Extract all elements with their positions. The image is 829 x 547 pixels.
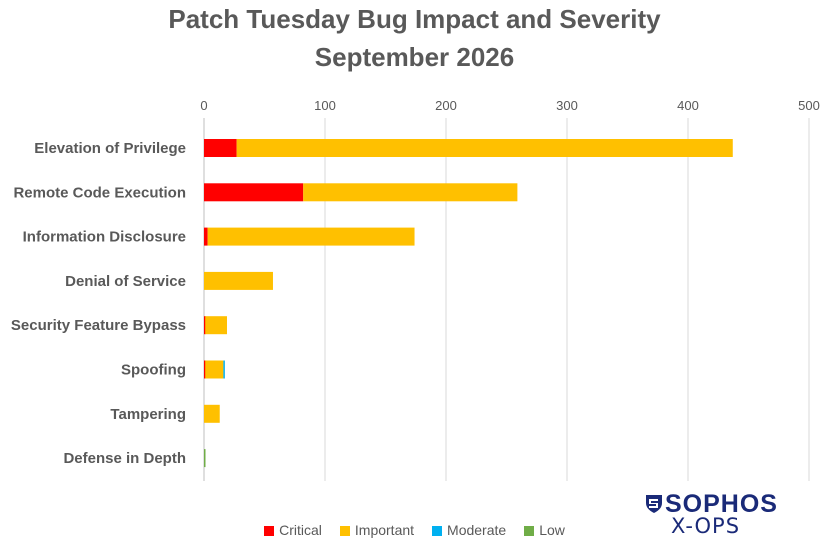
legend-swatch — [524, 526, 535, 536]
category-label: Spoofing — [121, 362, 186, 379]
chart-title-line-1: Patch Tuesday Bug Impact and Severity — [168, 4, 661, 34]
legend-item-important: Important — [339, 522, 415, 538]
bar-segment-important — [204, 271, 273, 290]
legend-swatch — [432, 526, 443, 536]
x-tick-label: 500 — [798, 98, 820, 113]
bar-segment-important — [303, 183, 518, 202]
legend-item-low: Low — [524, 522, 565, 538]
bar-segment-critical — [204, 360, 206, 379]
x-tick-label: 100 — [314, 98, 336, 113]
bar-segment-critical — [204, 227, 208, 246]
category-label: Information Disclosure — [23, 229, 186, 246]
category-label: Tampering — [110, 406, 186, 423]
legend-label: Critical — [279, 522, 322, 538]
legend-label: Important — [354, 522, 415, 538]
category-label: Remote Code Execution — [13, 184, 186, 201]
bar-segment-important — [205, 316, 227, 335]
category-label: Security Feature Bypass — [11, 317, 186, 334]
bar-segment-important — [205, 360, 224, 379]
legend-item-critical: Critical — [264, 522, 322, 538]
sophos-xops-logo: SOPHOS X-OPS — [645, 490, 815, 538]
bar-segment-low — [204, 449, 206, 468]
bar-segment-important — [236, 139, 733, 157]
brand-subtitle: X-OPS — [671, 514, 741, 538]
category-label: Denial of Service — [65, 273, 186, 290]
category-label: Defense in Depth — [63, 450, 186, 467]
chart-legend: Critical Important Moderate Low — [0, 522, 829, 538]
x-tick-label: 200 — [435, 98, 457, 113]
shield-icon — [646, 495, 662, 513]
bar-segment-critical — [204, 316, 206, 335]
legend-label: Low — [539, 522, 565, 538]
chart-title: Patch Tuesday Bug Impact and Severity Se… — [0, 0, 829, 76]
x-tick-label: 300 — [556, 98, 578, 113]
x-tick-label: 0 — [200, 98, 207, 113]
chart-title-line-2: September 2026 — [314, 42, 515, 72]
legend-swatch — [264, 526, 275, 536]
bar-segment-important — [207, 227, 415, 246]
bar-segment-moderate — [223, 360, 225, 379]
category-label: Elevation of Privilege — [34, 140, 186, 157]
legend-swatch — [339, 526, 350, 536]
bar-segment-critical — [204, 183, 304, 202]
legend-label: Moderate — [447, 522, 507, 538]
x-tick-label: 400 — [677, 98, 699, 113]
brand-wordmark: SOPHOS — [665, 490, 778, 518]
bar-segment-important — [204, 404, 220, 423]
legend-item-moderate: Moderate — [432, 522, 506, 538]
bar-segment-critical — [204, 139, 237, 157]
